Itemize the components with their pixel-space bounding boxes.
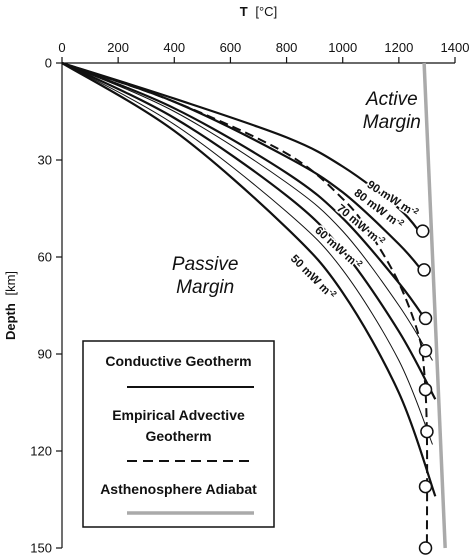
conductive-geotherm xyxy=(61,61,423,236)
asthenosphere-adiabat-group xyxy=(422,62,447,549)
region-label-line: Margin xyxy=(176,277,234,298)
x-tick-label: 800 xyxy=(276,40,298,55)
conductive-geotherms xyxy=(61,61,437,497)
x-tick-label: 600 xyxy=(220,40,242,55)
y-tick-label: 60 xyxy=(38,250,52,265)
thin-conductive-geotherms xyxy=(61,62,433,445)
thin-conductive-geotherm xyxy=(61,62,433,445)
x-axis-unit: [°C] xyxy=(255,4,277,19)
legend-entry-label: Asthenosphere Adiabat xyxy=(100,481,257,497)
y-tick-label: 30 xyxy=(38,153,52,168)
x-tick-label: 1200 xyxy=(384,40,413,55)
region-label-line: Passive xyxy=(172,254,239,275)
y-tick-label: 0 xyxy=(45,56,52,71)
intersection-marker xyxy=(420,424,434,439)
curve-labels: 90 mW m-280 mW m-270 mW m-260 mW m-250 m… xyxy=(286,177,422,300)
x-tick-label: 1000 xyxy=(328,40,357,55)
x-axis-title: T [°C] xyxy=(240,4,277,19)
y-axis-title: Depth [km] xyxy=(3,271,18,340)
intersection-marker xyxy=(418,344,433,358)
x-tick-label: 200 xyxy=(107,40,129,55)
intersection-marker xyxy=(415,224,430,238)
x-tick-label: 400 xyxy=(163,40,185,55)
conductive-geotherm xyxy=(61,62,437,400)
region-label: Passive Margin xyxy=(172,254,239,298)
region-label: Active Margin xyxy=(363,89,421,133)
legend-entry-label: Empirical Advective xyxy=(112,407,245,423)
x-axis-symbol: T xyxy=(240,4,248,19)
region-label-line: Margin xyxy=(363,112,421,133)
y-tick-label: 120 xyxy=(30,444,52,459)
legend-entry-label: Conductive Geotherm xyxy=(105,353,251,369)
empirical-advective-geotherm-group xyxy=(61,62,429,549)
y-tick-label: 90 xyxy=(38,347,52,362)
conductive-geotherm xyxy=(61,62,437,497)
intersection-marker xyxy=(418,479,433,494)
intersection-marker xyxy=(418,541,433,555)
thin-conductive-geotherm xyxy=(61,62,433,361)
x-tick-label: 0 xyxy=(58,40,65,55)
intersection-marker xyxy=(417,263,431,277)
asthenosphere-adiabat xyxy=(422,62,447,549)
temperature-markers xyxy=(415,224,434,555)
axes: 0 200 400 600 800 1000 1200 1400 0 30 60 90 120 150 xyxy=(30,40,469,555)
y-axis-unit: [km] xyxy=(3,271,18,296)
legend-entry-label: Geotherm xyxy=(145,428,211,444)
y-axis-symbol: Depth xyxy=(3,303,18,340)
intersection-marker xyxy=(418,382,433,397)
legend-box xyxy=(82,340,275,528)
heat-flow-value: 50 mW m xyxy=(288,253,332,297)
y-tick-label: 150 xyxy=(30,541,52,555)
intersection-marker xyxy=(418,311,433,326)
empirical-advective-geotherm xyxy=(61,62,429,549)
conductive-geotherm xyxy=(61,61,425,274)
x-tick-label: 1400 xyxy=(441,40,470,55)
legend: Conductive Geotherm Empirical Advective Ge… xyxy=(82,340,275,528)
conductive-geotherm xyxy=(61,61,428,323)
region-label-line: Active xyxy=(365,89,418,110)
